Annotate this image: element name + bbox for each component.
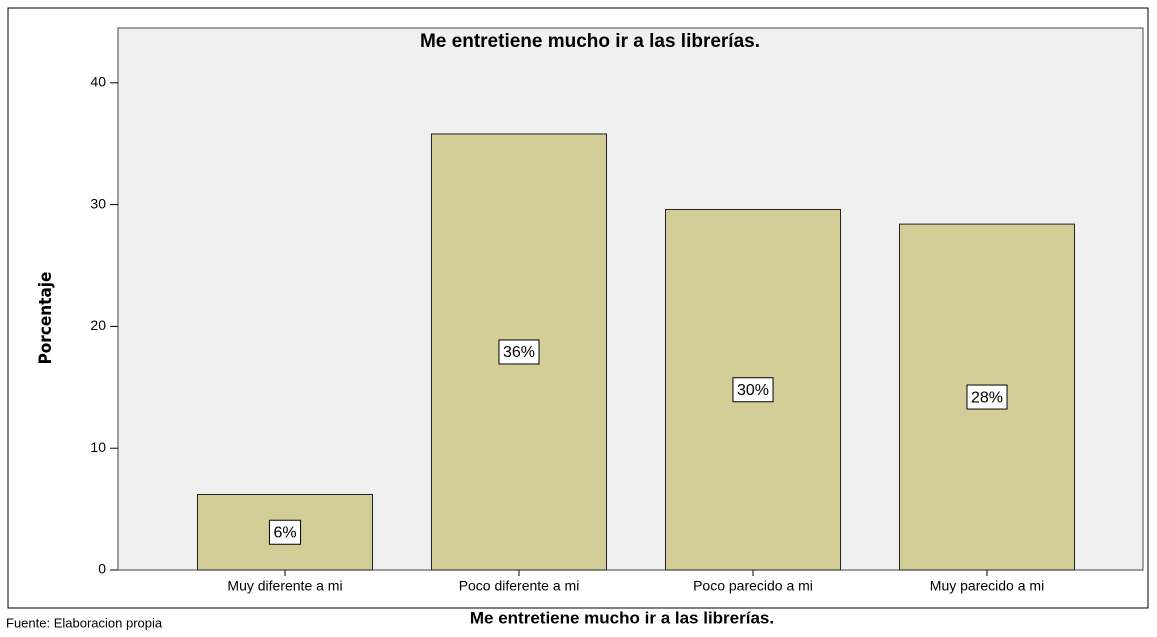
source-note: Fuente: Elaboracion propia: [6, 615, 163, 630]
value-label-box: [268, 519, 302, 545]
x-tick-label: Poco diferente a mi: [459, 578, 580, 594]
x-tick-label: Muy diferente a mi: [227, 578, 342, 594]
value-label-box: [498, 339, 540, 365]
x-tick-label: Muy parecido a mi: [930, 578, 1044, 594]
chart-title: Me entretiene mucho ir a las librerías.: [420, 31, 760, 52]
y-tick-label: 30: [90, 195, 106, 211]
value-label: 36%: [503, 344, 535, 361]
y-tick-label: 0: [98, 561, 106, 577]
value-label-box: [966, 384, 1008, 410]
y-tick-label: 20: [90, 317, 106, 333]
y-tick-label: 40: [90, 74, 106, 90]
y-axis-title: Porcentaje: [36, 272, 56, 365]
x-tick-label: Poco parecido a mi: [693, 578, 813, 594]
value-label: 28%: [971, 389, 1003, 406]
value-label-box: [732, 377, 774, 403]
value-label: 6%: [273, 524, 296, 541]
value-label: 30%: [737, 382, 769, 399]
y-tick-label: 10: [90, 439, 106, 455]
x-axis-title: Me entretiene mucho ir a las librerías.: [470, 608, 774, 627]
